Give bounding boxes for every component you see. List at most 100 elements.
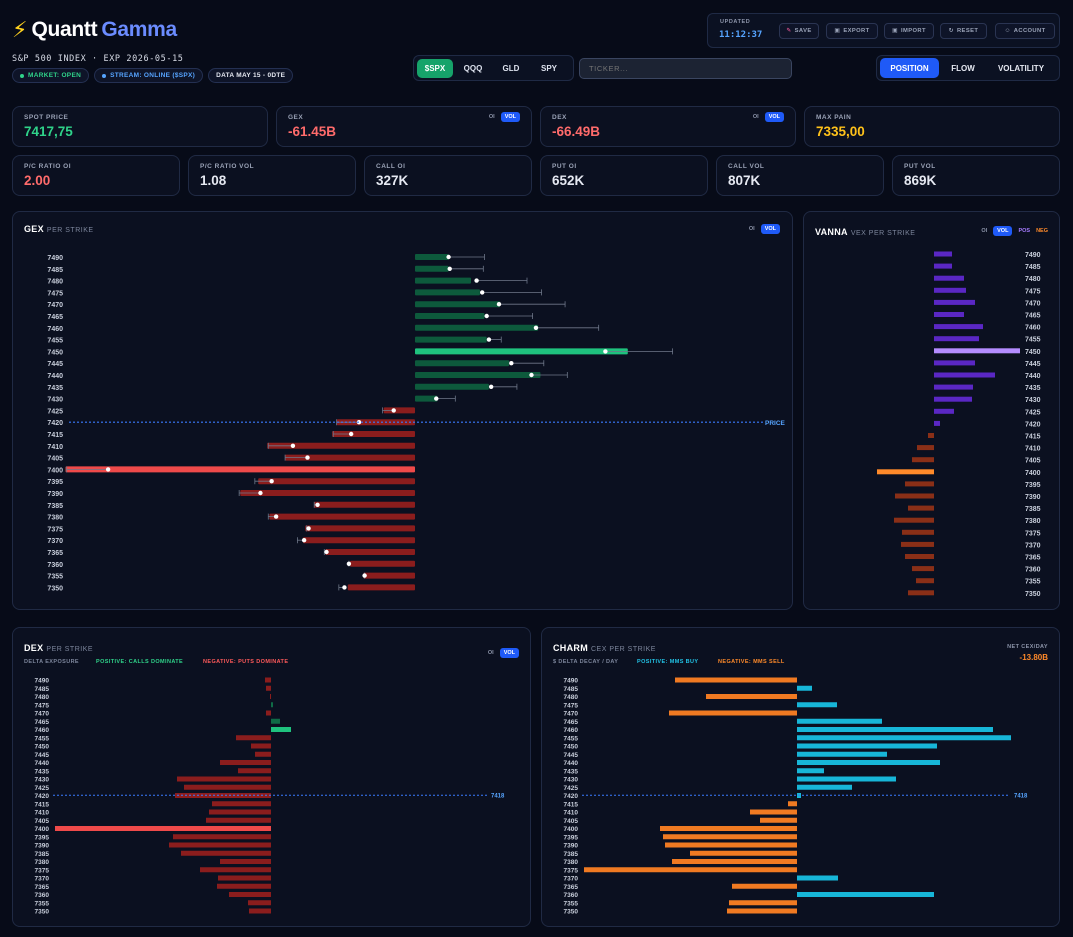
gex-panel: GEX PER STRIKE OI VOL 7490 7485 7480 7475 7470… — [12, 211, 793, 610]
strike-label: 7395 — [47, 479, 63, 486]
strike-label: 7485 — [564, 686, 579, 693]
vanna-bar — [894, 517, 934, 523]
charm-bar — [760, 817, 797, 823]
toggle-neg[interactable]: NEG — [1036, 228, 1048, 234]
strike-label: 7420 — [35, 793, 50, 800]
gex-bar — [415, 336, 487, 343]
stat-card-put-oi: PUT OI 652K — [540, 155, 708, 196]
strike-label: 7460 — [35, 727, 50, 734]
strike-label: 7350 — [1025, 591, 1041, 598]
reset-button[interactable]: ↻ RESET — [940, 23, 987, 39]
charm-bar — [797, 727, 993, 732]
vanna-bar — [934, 348, 1020, 354]
tab-position[interactable]: POSITION — [880, 58, 939, 78]
strike-label: 7405 — [35, 818, 50, 825]
dex-bar — [265, 677, 271, 683]
charm-bar — [788, 801, 797, 807]
stat-label: GEX — [288, 114, 304, 121]
vanna-bar — [917, 445, 934, 451]
strike-label: 7470 — [1025, 300, 1041, 307]
strike-label: 7390 — [564, 843, 579, 850]
toggle-oi[interactable]: OI — [488, 114, 495, 120]
strike-label: 7470 — [564, 711, 579, 718]
price-line-label: PRICE — [765, 420, 786, 427]
gex-bar — [415, 372, 541, 378]
gex-marker — [529, 372, 534, 378]
ticker-tab-qqq[interactable]: QQQ — [463, 63, 483, 73]
stat-value: -66.49B — [552, 124, 601, 139]
toggle-vol[interactable]: VOL — [760, 224, 780, 234]
strike-label: 7455 — [35, 735, 50, 742]
strike-label: 7410 — [47, 444, 63, 451]
stat-card-dex: DEX -66.49B OI VOL — [540, 106, 796, 147]
strike-label: 7450 — [1025, 349, 1041, 356]
charm-bar — [797, 892, 934, 897]
account-button[interactable]: ☺ ACCOUNT — [995, 23, 1055, 39]
ticker-tab-spx[interactable]: $SPX — [417, 58, 453, 78]
stat-label: DEX — [552, 114, 567, 121]
brand-name-accent: Gamma — [101, 18, 177, 41]
legend-delta: DELTA EXPOSURE — [24, 659, 80, 665]
gex-marker — [533, 325, 539, 330]
toggle-vol[interactable]: VOL — [500, 112, 520, 122]
toggle-vol[interactable]: VOL — [993, 226, 1013, 236]
strike-label: 7365 — [35, 884, 50, 891]
vanna-bar — [912, 566, 934, 572]
vanna-bar — [934, 251, 952, 257]
ticker-tab-spy[interactable]: SPY — [540, 63, 557, 73]
strike-label: 7420 — [564, 793, 579, 800]
charm-bar — [727, 908, 797, 914]
gex-marker — [290, 443, 296, 448]
import-button[interactable]: ▣ IMPORT — [884, 23, 934, 39]
vanna-panel: VANNA VEX PER STRIKE OI VOL POS NEG 7490 7… — [803, 211, 1060, 610]
toggle-oi[interactable]: OI — [748, 226, 755, 232]
save-button[interactable]: ✎ SAVE — [779, 23, 819, 39]
toggle-oi[interactable]: OI — [752, 114, 759, 120]
gex-bar — [332, 431, 415, 437]
gex-bar — [350, 560, 415, 567]
vanna-bar — [877, 469, 934, 475]
gex-marker — [324, 549, 329, 555]
oi-vol-toggle: OI VOL — [753, 112, 784, 122]
stat-label: MAX PAIN — [816, 114, 852, 121]
charm-bar — [797, 776, 896, 782]
toggle-oi[interactable]: OI — [981, 228, 988, 234]
charm-bar — [797, 743, 937, 749]
dex-bar — [271, 718, 280, 724]
strike-label: 7375 — [35, 867, 50, 874]
view-selector: POSITION FLOW VOLATILITY — [876, 55, 1060, 81]
strike-label: 7350 — [47, 585, 63, 592]
gex-bar — [415, 348, 628, 355]
gex-bar — [415, 301, 501, 308]
toolbar: UPDATED 11:12:37 ✎ SAVE ▣ EXPORT ▣ IMPORT ↻… — [707, 13, 1060, 48]
gex-bar — [347, 584, 415, 591]
toggle-pos[interactable]: POS — [1018, 228, 1031, 234]
vanna-bar — [934, 299, 975, 305]
stat-value: 7417,75 — [24, 124, 73, 139]
export-button[interactable]: ▣ EXPORT — [826, 23, 878, 39]
toggle-vol[interactable]: VOL — [499, 648, 519, 658]
strike-label: 7420 — [1025, 421, 1041, 428]
dex-bar — [169, 842, 271, 848]
ticker-tab-gld[interactable]: GLD — [502, 63, 520, 73]
stat-card-call-vol: CALL VOL 807K — [716, 155, 884, 196]
vanna-bar — [934, 360, 975, 366]
toggle-vol[interactable]: VOL — [764, 112, 784, 122]
toggle-oi[interactable]: OI — [487, 650, 494, 656]
gex-marker — [342, 585, 347, 590]
gex-bar — [415, 324, 539, 331]
tab-volatility[interactable]: VOLATILITY — [997, 63, 1045, 73]
price-line-label: 7418 — [1014, 794, 1028, 800]
gex-bar — [65, 466, 415, 473]
tab-flow[interactable]: FLOW — [951, 63, 975, 73]
strike-label: 7485 — [35, 686, 50, 693]
strike-label: 7410 — [35, 810, 50, 817]
strike-label: 7390 — [47, 491, 63, 498]
dex-bar — [271, 702, 273, 708]
strike-label: 7395 — [35, 834, 50, 841]
strike-label: 7440 — [564, 760, 579, 767]
ticker-search-input[interactable] — [579, 58, 792, 79]
vanna-bar — [934, 287, 966, 293]
gex-marker — [509, 361, 514, 366]
user-icon: ☺ — [1004, 28, 1011, 34]
